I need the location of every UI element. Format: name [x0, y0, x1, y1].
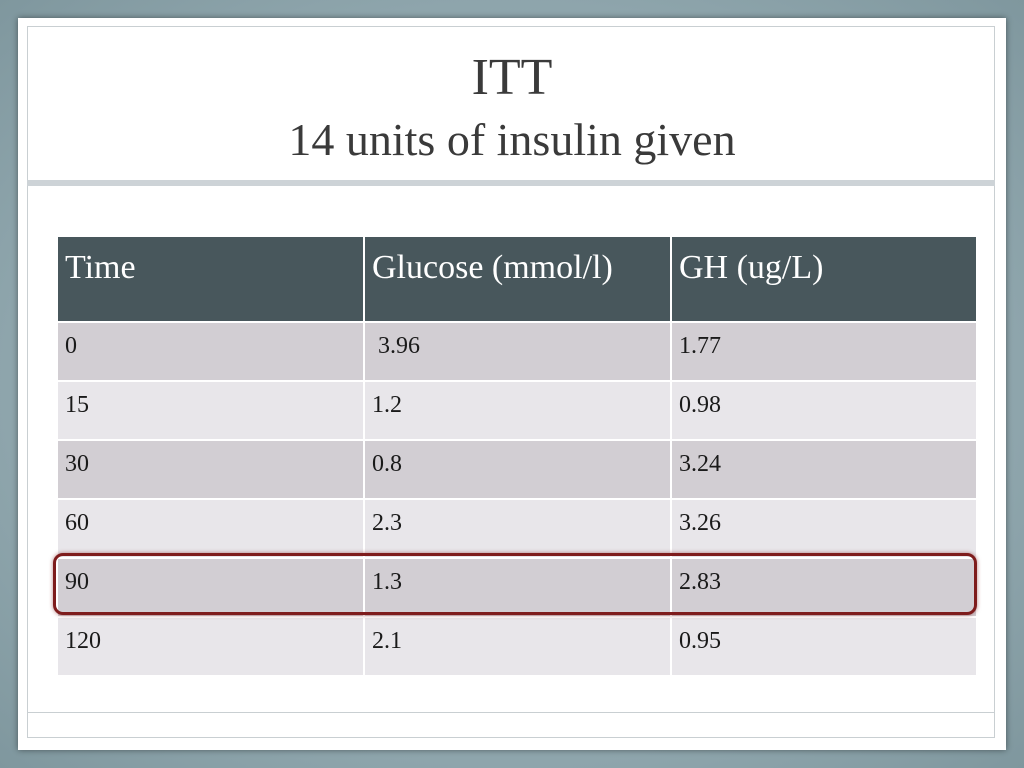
cell-glucose: 1.3 [363, 557, 672, 618]
cell-gh: 0.95 [670, 616, 978, 677]
cell-gh: 3.24 [670, 439, 978, 500]
cell-time: 30 [56, 439, 365, 500]
cell-time: 90 [56, 557, 365, 618]
table-header-row: Time Glucose (mmol/l) GH (ug/L) [56, 235, 978, 323]
row-highlight-outline [53, 553, 977, 615]
cell-glucose: 3.96 [363, 321, 672, 382]
cell-time: 0 [56, 321, 365, 382]
slide: ITT 14 units of insulin given Time Gluco… [18, 18, 1006, 750]
title-divider [27, 180, 995, 186]
cell-time: 60 [56, 498, 365, 559]
cell-gh: 0.98 [670, 380, 978, 441]
cell-gh: 1.77 [670, 321, 978, 382]
cell-glucose: 2.3 [363, 498, 672, 559]
slide-title: ITT [471, 49, 553, 106]
cell-time: 120 [56, 616, 365, 677]
slide-inner-frame [27, 26, 995, 738]
cell-gh: 3.26 [670, 498, 978, 559]
table-row: 15 1.2 0.98 [56, 380, 978, 441]
slide-subtitle: 14 units of insulin given [288, 114, 736, 165]
header-glucose: Glucose (mmol/l) [363, 235, 672, 323]
cell-glucose: 0.8 [363, 439, 672, 500]
cell-glucose: 2.1 [363, 616, 672, 677]
cell-gh: 2.83 [670, 557, 978, 618]
table-row: 60 2.3 3.26 [56, 498, 978, 559]
table-row-highlighted: 90 1.3 2.83 [56, 557, 978, 618]
cell-time: 15 [56, 380, 365, 441]
table-row: 30 0.8 3.24 [56, 439, 978, 500]
data-table: Time Glucose (mmol/l) GH (ug/L) 0 3.96 1… [56, 235, 978, 677]
bottom-divider [27, 712, 995, 713]
cell-glucose: 1.2 [363, 380, 672, 441]
table-row: 120 2.1 0.95 [56, 616, 978, 677]
table-row: 0 3.96 1.77 [56, 321, 978, 382]
header-time: Time [56, 235, 365, 323]
header-gh: GH (ug/L) [670, 235, 978, 323]
